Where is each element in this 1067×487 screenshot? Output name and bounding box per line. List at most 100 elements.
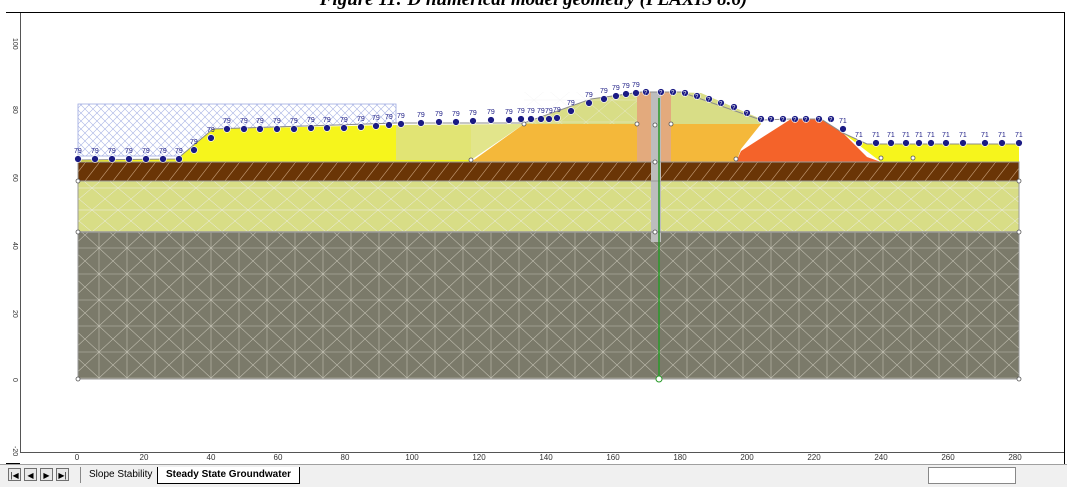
water-head-point bbox=[717, 99, 725, 107]
water-head-label: ? bbox=[817, 118, 821, 124]
water-head-label: ? bbox=[695, 95, 699, 101]
figure-caption-area: Figure 11: D numerical model geometry (P… bbox=[0, 0, 1067, 12]
water-head-point bbox=[240, 125, 248, 133]
cross-section-anchor[interactable] bbox=[655, 375, 663, 383]
x-tick-label: 120 bbox=[472, 453, 486, 462]
first-sheet-button[interactable]: |◀ bbox=[8, 468, 21, 481]
water-head-label: 71 bbox=[855, 132, 863, 139]
water-head-label: 79 bbox=[190, 139, 198, 146]
water-head-label: 71 bbox=[839, 118, 847, 125]
water-head-label: 79 bbox=[307, 117, 315, 124]
water-head-label: ? bbox=[719, 102, 723, 108]
status-field bbox=[928, 467, 1016, 484]
water-head-label: 79 bbox=[545, 108, 553, 115]
last-sheet-button[interactable]: ▶| bbox=[56, 468, 69, 481]
water-head-point bbox=[527, 115, 535, 123]
brown-soil-hatch bbox=[78, 162, 1019, 181]
water-head-label: 79 bbox=[622, 83, 630, 90]
water-head-label: 79 bbox=[175, 148, 183, 155]
water-head-point bbox=[998, 139, 1006, 147]
water-head-point bbox=[357, 123, 365, 131]
water-head-label: ? bbox=[707, 98, 711, 104]
orange-fill-right bbox=[671, 124, 761, 162]
water-head-label: ? bbox=[659, 91, 663, 97]
water-head-point bbox=[159, 155, 167, 163]
water-head-point bbox=[872, 139, 880, 147]
water-head-point bbox=[632, 89, 640, 97]
water-head-point bbox=[256, 125, 264, 133]
water-head-label: 79 bbox=[159, 148, 167, 155]
water-head-label: 71 bbox=[1015, 132, 1023, 139]
tab-steady-state-groundwater[interactable]: Steady State Groundwater bbox=[157, 467, 301, 484]
water-head-point bbox=[372, 122, 380, 130]
water-head-point bbox=[855, 139, 863, 147]
water-head-point bbox=[981, 139, 989, 147]
x-tick-label: 180 bbox=[673, 453, 687, 462]
model-canvas-frame[interactable]: 79 79 79 79 79 79 79 79 79 79 79 79 79 79 79 79 79 79 79 79… bbox=[6, 12, 1065, 464]
water-head-point bbox=[545, 115, 553, 123]
water-head-label: 79 bbox=[273, 118, 281, 125]
water-head-label: ? bbox=[732, 106, 736, 112]
water-head-point bbox=[469, 117, 477, 125]
horizontal-ruler bbox=[20, 452, 1064, 464]
foundation-mesh bbox=[78, 232, 1019, 379]
water-head-label: 79 bbox=[553, 107, 561, 114]
water-head-label: ? bbox=[769, 118, 773, 124]
water-head-label: 71 bbox=[942, 132, 950, 139]
water-head-label: 79 bbox=[537, 108, 545, 115]
water-head-label: 79 bbox=[527, 108, 535, 115]
water-head-point bbox=[802, 115, 810, 123]
water-head-point bbox=[927, 139, 935, 147]
water-head-label: 79 bbox=[600, 88, 608, 95]
water-head-point bbox=[681, 89, 689, 97]
water-head-point bbox=[340, 124, 348, 132]
water-head-label: 71 bbox=[872, 132, 880, 139]
water-head-point bbox=[452, 118, 460, 126]
water-head-label: 79 bbox=[435, 111, 443, 118]
y-tick-label: 40 bbox=[11, 242, 18, 250]
water-head-label: 79 bbox=[452, 111, 460, 118]
water-head-label: 79 bbox=[240, 118, 248, 125]
olive-berm-left bbox=[396, 124, 524, 160]
water-head-label: 79 bbox=[505, 109, 513, 116]
y-tick-label: 20 bbox=[11, 310, 18, 318]
drain-column bbox=[651, 92, 661, 242]
water-head-point bbox=[669, 88, 677, 96]
water-head-label: 79 bbox=[469, 110, 477, 117]
water-head-point bbox=[622, 90, 630, 98]
tab-slope-stability[interactable]: Slope Stability bbox=[80, 467, 161, 483]
red-orange-zone bbox=[736, 119, 881, 162]
water-head-label: 79 bbox=[108, 148, 116, 155]
x-tick-label: 140 bbox=[539, 453, 553, 462]
water-head-point bbox=[553, 114, 561, 122]
previous-sheet-button[interactable]: ◀ bbox=[24, 468, 37, 481]
water-head-point bbox=[385, 121, 393, 129]
water-head-point bbox=[223, 125, 231, 133]
water-head-point bbox=[815, 115, 823, 123]
water-head-point bbox=[567, 107, 575, 115]
water-head-point bbox=[190, 146, 198, 154]
water-head-point bbox=[839, 125, 847, 133]
water-head-label: 71 bbox=[915, 132, 923, 139]
water-head-label: 79 bbox=[223, 118, 231, 125]
water-head-label: 79 bbox=[290, 118, 298, 125]
water-head-point bbox=[307, 124, 315, 132]
water-head-point bbox=[125, 155, 133, 163]
water-head-point bbox=[585, 99, 593, 107]
x-tick-label: 160 bbox=[606, 453, 620, 462]
water-head-label: ? bbox=[759, 118, 763, 124]
water-head-point bbox=[657, 88, 665, 96]
water-head-point bbox=[693, 92, 701, 100]
water-head-point bbox=[705, 95, 713, 103]
x-tick-label: 280 bbox=[1008, 453, 1022, 462]
water-head-point bbox=[273, 125, 281, 133]
water-head-label: 79 bbox=[372, 115, 380, 122]
next-sheet-button[interactable]: ▶ bbox=[40, 468, 53, 481]
water-head-point bbox=[142, 155, 150, 163]
water-head-label: 79 bbox=[91, 148, 99, 155]
water-head-label: 79 bbox=[207, 127, 215, 134]
water-head-label: 79 bbox=[323, 117, 331, 124]
water-head-label: 79 bbox=[142, 148, 150, 155]
geometry-nodes bbox=[75, 121, 1022, 382]
